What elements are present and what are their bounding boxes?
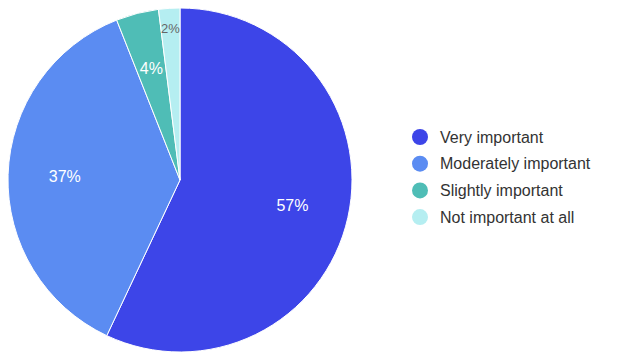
data-label: 2% [161, 21, 180, 36]
data-labels: 57% 37% 4% 2% [49, 21, 309, 213]
slices [8, 8, 352, 352]
slice [8, 20, 180, 336]
legend-swatch [412, 209, 428, 225]
data-label: 57% [276, 197, 308, 214]
slice [158, 8, 180, 180]
legend-label: Not important at all [440, 209, 574, 226]
data-label: 4% [140, 60, 163, 77]
chart: 57% 37% 4% 2% Very important Moderately impor… [0, 0, 622, 359]
legend-label: Moderately important [440, 155, 591, 172]
legend: Very important Moderately important Slight… [412, 129, 591, 226]
legend-swatch [412, 129, 428, 145]
legend-label: Very important [440, 129, 544, 146]
data-label: 37% [49, 168, 81, 185]
legend-swatch [412, 156, 428, 172]
legend-label: Slightly important [440, 182, 563, 199]
legend-swatch [412, 182, 428, 198]
